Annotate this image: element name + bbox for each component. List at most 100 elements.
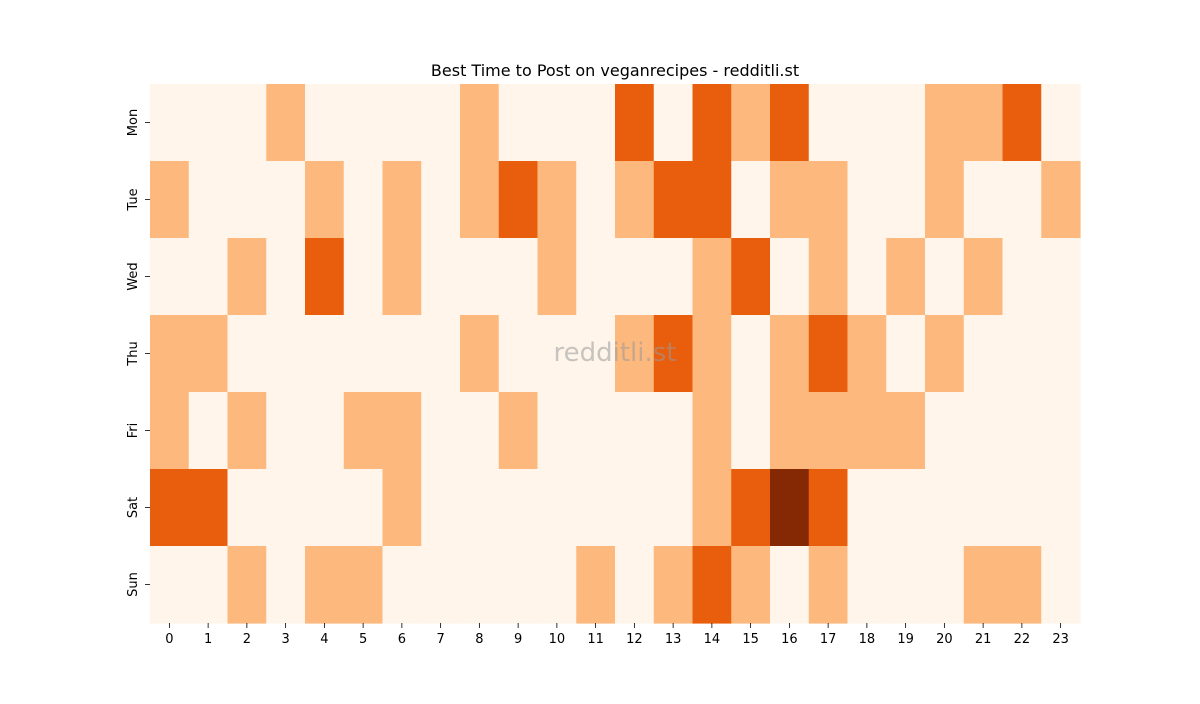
x-axis: 0 1 2 3 4 5 6 7 8 9 10 11 12 13 14 15 16 17 18 19 20 21 22 23 — [165, 623, 1069, 647]
heatmap-cell-wed-23 — [1041, 238, 1081, 316]
heatmap-cell-wed-22 — [1002, 238, 1042, 316]
x-tick-label-13: 13 — [665, 632, 682, 647]
heatmap-cell-thu-10 — [537, 315, 577, 393]
heatmap-cell-sun-3 — [266, 546, 306, 624]
heatmap-cell-wed-12 — [615, 238, 655, 316]
heatmap-cell-thu-2 — [227, 315, 267, 393]
heatmap-cell-mon-9 — [498, 84, 539, 162]
heatmap-cell-fri-8 — [460, 392, 500, 470]
heatmap-cell-sun-19 — [886, 546, 926, 624]
heatmap-cell-tue-9 — [498, 161, 539, 239]
x-tick-label-4: 4 — [320, 632, 328, 647]
heatmap-cell-thu-22 — [1002, 315, 1042, 393]
heatmap-cell-tue-19 — [886, 161, 926, 239]
heatmap-cell-sun-5 — [343, 546, 384, 624]
heatmap-cell-tue-6 — [382, 161, 422, 239]
x-tick-label-6: 6 — [398, 632, 406, 647]
x-tick-label-20: 20 — [936, 632, 953, 647]
heatmap-cell-fri-4 — [305, 392, 345, 470]
heatmap-cell-thu-9 — [498, 315, 539, 393]
heatmap-cell-sun-6 — [382, 546, 422, 624]
heatmap-cell-mon-17 — [808, 84, 849, 162]
heatmap-cell-sat-10 — [537, 469, 577, 547]
heatmap-cell-wed-1 — [188, 238, 229, 316]
heatmap-cell-sat-18 — [847, 469, 887, 547]
heatmap-cells — [150, 84, 1081, 624]
heatmap-cell-mon-12 — [615, 84, 655, 162]
heatmap-cell-wed-5 — [343, 238, 384, 316]
x-tick-label-23: 23 — [1052, 632, 1069, 647]
heatmap-cell-sat-8 — [460, 469, 500, 547]
heatmap-cell-wed-15 — [731, 238, 771, 316]
heatmap-cell-thu-7 — [421, 315, 461, 393]
heatmap-cell-sat-17 — [808, 469, 849, 547]
heatmap-cell-sat-21 — [963, 469, 1004, 547]
heatmap-cell-wed-21 — [963, 238, 1004, 316]
heatmap-cell-tue-18 — [847, 161, 887, 239]
heatmap-cell-wed-13 — [653, 238, 694, 316]
heatmap-cell-mon-23 — [1041, 84, 1081, 162]
heatmap-cell-tue-13 — [653, 161, 694, 239]
heatmap-cell-fri-23 — [1041, 392, 1081, 470]
heatmap-cell-fri-14 — [692, 392, 732, 470]
heatmap-cell-thu-6 — [382, 315, 422, 393]
heatmap-cell-fri-20 — [925, 392, 965, 470]
heatmap-cell-sat-6 — [382, 469, 422, 547]
heatmap-cell-sun-0 — [150, 546, 190, 624]
x-tick-label-3: 3 — [281, 632, 289, 647]
heatmap-cell-wed-19 — [886, 238, 926, 316]
heatmap-cell-sun-18 — [847, 546, 887, 624]
heatmap-cell-thu-17 — [808, 315, 849, 393]
x-tick-label-15: 15 — [742, 632, 759, 647]
x-tick-label-19: 19 — [897, 632, 914, 647]
heatmap-cell-fri-7 — [421, 392, 461, 470]
heatmap-cell-mon-2 — [227, 84, 267, 162]
heatmap-cell-sun-12 — [615, 546, 655, 624]
y-tick-label-thu: Thu — [126, 341, 141, 366]
heatmap-cell-wed-11 — [576, 238, 616, 316]
heatmap-cell-mon-19 — [886, 84, 926, 162]
heatmap-cell-tue-15 — [731, 161, 771, 239]
heatmap-cell-wed-8 — [460, 238, 500, 316]
heatmap-cell-tue-10 — [537, 161, 577, 239]
heatmap-cell-tue-3 — [266, 161, 306, 239]
heatmap-cell-thu-1 — [188, 315, 229, 393]
heatmap-cell-wed-10 — [537, 238, 577, 316]
heatmap-cell-fri-18 — [847, 392, 887, 470]
heatmap-cell-tue-23 — [1041, 161, 1081, 239]
heatmap-cell-wed-7 — [421, 238, 461, 316]
heatmap-cell-thu-12 — [615, 315, 655, 393]
heatmap-cell-thu-13 — [653, 315, 694, 393]
x-tick-label-0: 0 — [165, 632, 173, 647]
x-tick-label-9: 9 — [514, 632, 522, 647]
x-tick-label-7: 7 — [436, 632, 444, 647]
x-tick-label-1: 1 — [204, 632, 212, 647]
heatmap-cell-sat-5 — [343, 469, 384, 547]
heatmap-cell-sun-15 — [731, 546, 771, 624]
heatmap-cell-mon-8 — [460, 84, 500, 162]
x-tick-label-21: 21 — [975, 632, 992, 647]
heatmap-cell-sat-2 — [227, 469, 267, 547]
heatmap-cell-tue-0 — [150, 161, 190, 239]
watermark-text: redditli.st — [554, 338, 677, 368]
heatmap-cell-sat-11 — [576, 469, 616, 547]
x-tick-label-11: 11 — [587, 632, 604, 647]
heatmap-cell-thu-19 — [886, 315, 926, 393]
heatmap-cell-tue-16 — [770, 161, 810, 239]
heatmap-cell-tue-5 — [343, 161, 384, 239]
heatmap-cell-tue-4 — [305, 161, 345, 239]
heatmap-cell-thu-14 — [692, 315, 732, 393]
heatmap-cell-fri-17 — [808, 392, 849, 470]
heatmap-cell-mon-21 — [963, 84, 1004, 162]
y-tick-label-wed: Wed — [126, 262, 141, 290]
heatmap-cell-wed-20 — [925, 238, 965, 316]
heatmap-cell-thu-4 — [305, 315, 345, 393]
heatmap-cell-sat-1 — [188, 469, 229, 547]
heatmap-cell-sun-22 — [1002, 546, 1042, 624]
heatmap-cell-fri-12 — [615, 392, 655, 470]
heatmap-cell-sat-12 — [615, 469, 655, 547]
heatmap-cell-sun-17 — [808, 546, 849, 624]
heatmap-cell-fri-13 — [653, 392, 694, 470]
heatmap-cell-sun-4 — [305, 546, 345, 624]
